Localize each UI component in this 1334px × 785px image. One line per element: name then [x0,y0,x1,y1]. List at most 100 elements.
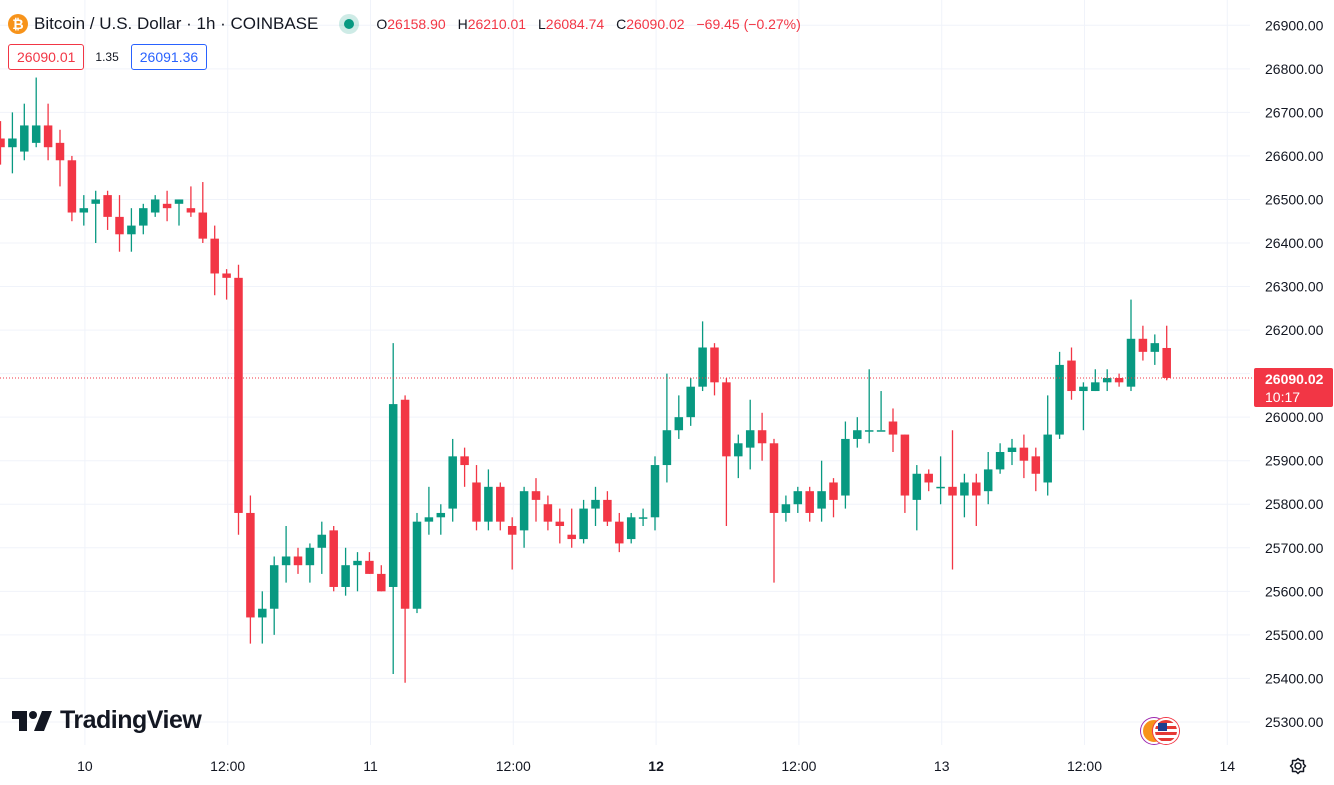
candle-body [1043,434,1052,483]
candle [377,565,386,592]
candle-body [543,504,553,522]
candle [67,155,77,222]
tradingview-logo[interactable]: TradingView [12,706,202,735]
candle-body [817,491,826,509]
candle-body [1067,360,1076,392]
candle [400,395,410,683]
candle [579,499,588,544]
candle [79,195,89,226]
price-tick-label: 25500.00 [1265,627,1324,643]
candle [365,552,374,574]
sell-button[interactable]: 26090.01 [8,44,85,70]
candle [1091,369,1100,392]
open-label: O [376,16,388,32]
time-tick-label: 11 [363,758,378,774]
candle [246,495,255,644]
last-price-badge-price: 26090.02 [1265,371,1324,387]
candle-body [1162,347,1171,378]
candle-body [555,521,565,527]
candle-body [900,434,910,496]
candle-body [377,573,386,592]
price-tick-label: 26300.00 [1265,279,1324,295]
candle [186,186,196,217]
candle-body [174,199,184,204]
candle-body [591,499,600,509]
candle-body [448,456,457,509]
candle-body [329,530,338,587]
candle-body [1031,456,1041,474]
buy-button[interactable]: 26091.36 [130,44,208,70]
candle [317,521,327,574]
candle-body [67,160,77,213]
candle [960,473,969,518]
candle-body [115,216,124,235]
candle-body [150,199,160,213]
candle [1114,373,1124,387]
candle [103,190,112,230]
candle [412,512,422,614]
candle-body [1055,364,1064,435]
candle-body [519,491,529,531]
candle-body [805,491,814,513]
candle [448,438,457,522]
candle-body [246,512,255,618]
candle [484,469,493,531]
low-label: L [537,16,546,32]
candle [1043,395,1052,496]
time-tick-label: 10 [77,758,93,774]
candle-body [139,208,148,226]
candle [734,434,743,479]
candle [900,434,910,513]
time-axis[interactable]: 10 12:00 11 12:00 12 12:00 13 12:00 14 [77,758,1235,774]
candle [912,465,922,531]
time-tick-label: 12 [648,758,664,774]
candle-body [103,195,112,217]
candle-body [0,138,5,148]
candle-body [353,560,362,566]
candle [888,408,898,452]
candle [436,504,446,535]
symbol-header: ₿ Bitcoin / U.S. Dollar · 1h · COINBASE … [8,12,801,36]
candle [1102,369,1112,392]
candle-body [1091,382,1100,392]
price-tick-label: 26400.00 [1265,235,1324,251]
settings-icon[interactable] [1287,755,1309,777]
candle-body [757,430,767,444]
candle-body [234,277,243,513]
candle [853,417,862,448]
candle-body [258,608,267,618]
candle-body [698,347,707,387]
candle [460,447,469,487]
currency-flags-icon[interactable] [1141,717,1183,745]
candle-body [127,225,136,235]
candle-body [983,469,993,492]
bitcoin-icon: ₿ [8,14,28,34]
price-tick-label: 25600.00 [1265,583,1324,599]
candle [127,208,136,252]
price-tick-label: 25700.00 [1265,540,1324,556]
candle-body [55,142,65,161]
close-value: 26090.02 [626,16,685,32]
candle-body [400,399,410,609]
candle [638,508,648,527]
candle [162,190,172,222]
candle-body [31,125,41,143]
candle [793,486,803,513]
candle [222,269,231,300]
candle-body [626,517,636,540]
price-tick-label: 26700.00 [1265,104,1324,120]
candle [496,482,505,531]
candle-body [745,430,755,448]
candle-body [281,556,291,566]
market-status-icon[interactable] [344,19,355,29]
low-value: 26084.74 [545,16,605,32]
us-flag-icon [1153,718,1179,744]
price-tick-label: 26000.00 [1265,409,1324,425]
candle-body [781,504,791,513]
symbol-title[interactable]: Bitcoin / U.S. Dollar · 1h · COINBASE [34,14,319,33]
candle [841,421,850,509]
candle [115,195,124,252]
candle [234,264,243,535]
candle-body [615,521,624,544]
